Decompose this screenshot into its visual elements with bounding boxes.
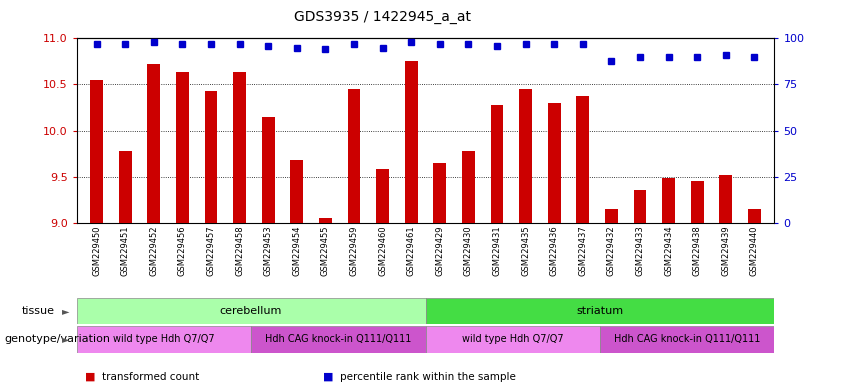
Bar (548, 103, 561, 223)
Bar (251, 326, 426, 353)
Bar (633, 190, 647, 223)
Bar (176, 73, 189, 223)
Bar (748, 209, 761, 223)
Text: Hdh CAG knock-in Q111/Q111: Hdh CAG knock-in Q111/Q111 (265, 334, 412, 344)
Text: wild type Hdh Q7/Q7: wild type Hdh Q7/Q7 (462, 334, 563, 344)
Text: ►: ► (62, 306, 69, 316)
Bar (691, 181, 704, 223)
Bar (204, 91, 218, 223)
Text: percentile rank within the sample: percentile rank within the sample (340, 372, 517, 382)
Bar (147, 64, 160, 223)
Bar (576, 96, 589, 223)
Bar (90, 80, 103, 223)
Bar (319, 218, 332, 223)
Bar (719, 175, 732, 223)
Text: ►: ► (62, 334, 69, 344)
Bar (519, 89, 532, 223)
Text: genotype/variation: genotype/variation (4, 334, 111, 344)
Bar (426, 326, 600, 353)
Bar (376, 169, 389, 223)
Bar (462, 151, 475, 223)
Text: wild type Hdh Q7/Q7: wild type Hdh Q7/Q7 (113, 334, 214, 344)
Text: transformed count: transformed count (102, 372, 199, 382)
Bar (119, 151, 132, 223)
Bar (290, 160, 303, 223)
Bar (347, 89, 361, 223)
Bar (600, 326, 774, 353)
Bar (662, 179, 675, 223)
Text: Hdh CAG knock-in Q111/Q111: Hdh CAG knock-in Q111/Q111 (614, 334, 761, 344)
Bar (77, 298, 426, 324)
Text: cerebellum: cerebellum (220, 306, 283, 316)
Bar (490, 105, 504, 223)
Bar (605, 209, 618, 223)
Bar (405, 61, 418, 223)
Bar (262, 117, 275, 223)
Bar (433, 163, 446, 223)
Text: GDS3935 / 1422945_a_at: GDS3935 / 1422945_a_at (294, 10, 471, 23)
Bar (77, 326, 251, 353)
Bar (233, 73, 246, 223)
Text: ■: ■ (85, 372, 95, 382)
Bar (426, 298, 774, 324)
Text: ■: ■ (323, 372, 334, 382)
Text: striatum: striatum (576, 306, 624, 316)
Text: tissue: tissue (21, 306, 54, 316)
